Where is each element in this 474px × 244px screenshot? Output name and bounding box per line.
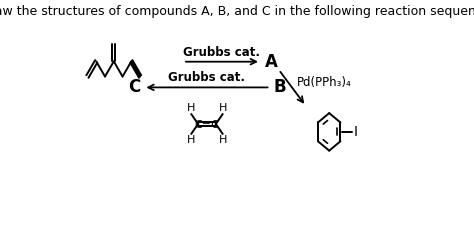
Text: Grubbs cat.: Grubbs cat. — [168, 71, 246, 84]
Text: C: C — [128, 78, 140, 96]
Text: A: A — [265, 53, 278, 71]
Text: H: H — [186, 135, 195, 145]
Text: Draw the structures of compounds A, B, and C in the following reaction sequence:: Draw the structures of compounds A, B, a… — [0, 5, 474, 18]
Text: H: H — [219, 103, 228, 113]
Text: Grubbs cat.: Grubbs cat. — [183, 46, 261, 59]
Text: H: H — [219, 135, 228, 145]
Text: I: I — [354, 125, 358, 139]
Text: B: B — [274, 78, 286, 96]
Text: H: H — [186, 103, 195, 113]
Text: C=C: C=C — [194, 120, 219, 130]
Text: Pd(PPh₃)₄: Pd(PPh₃)₄ — [297, 76, 352, 89]
